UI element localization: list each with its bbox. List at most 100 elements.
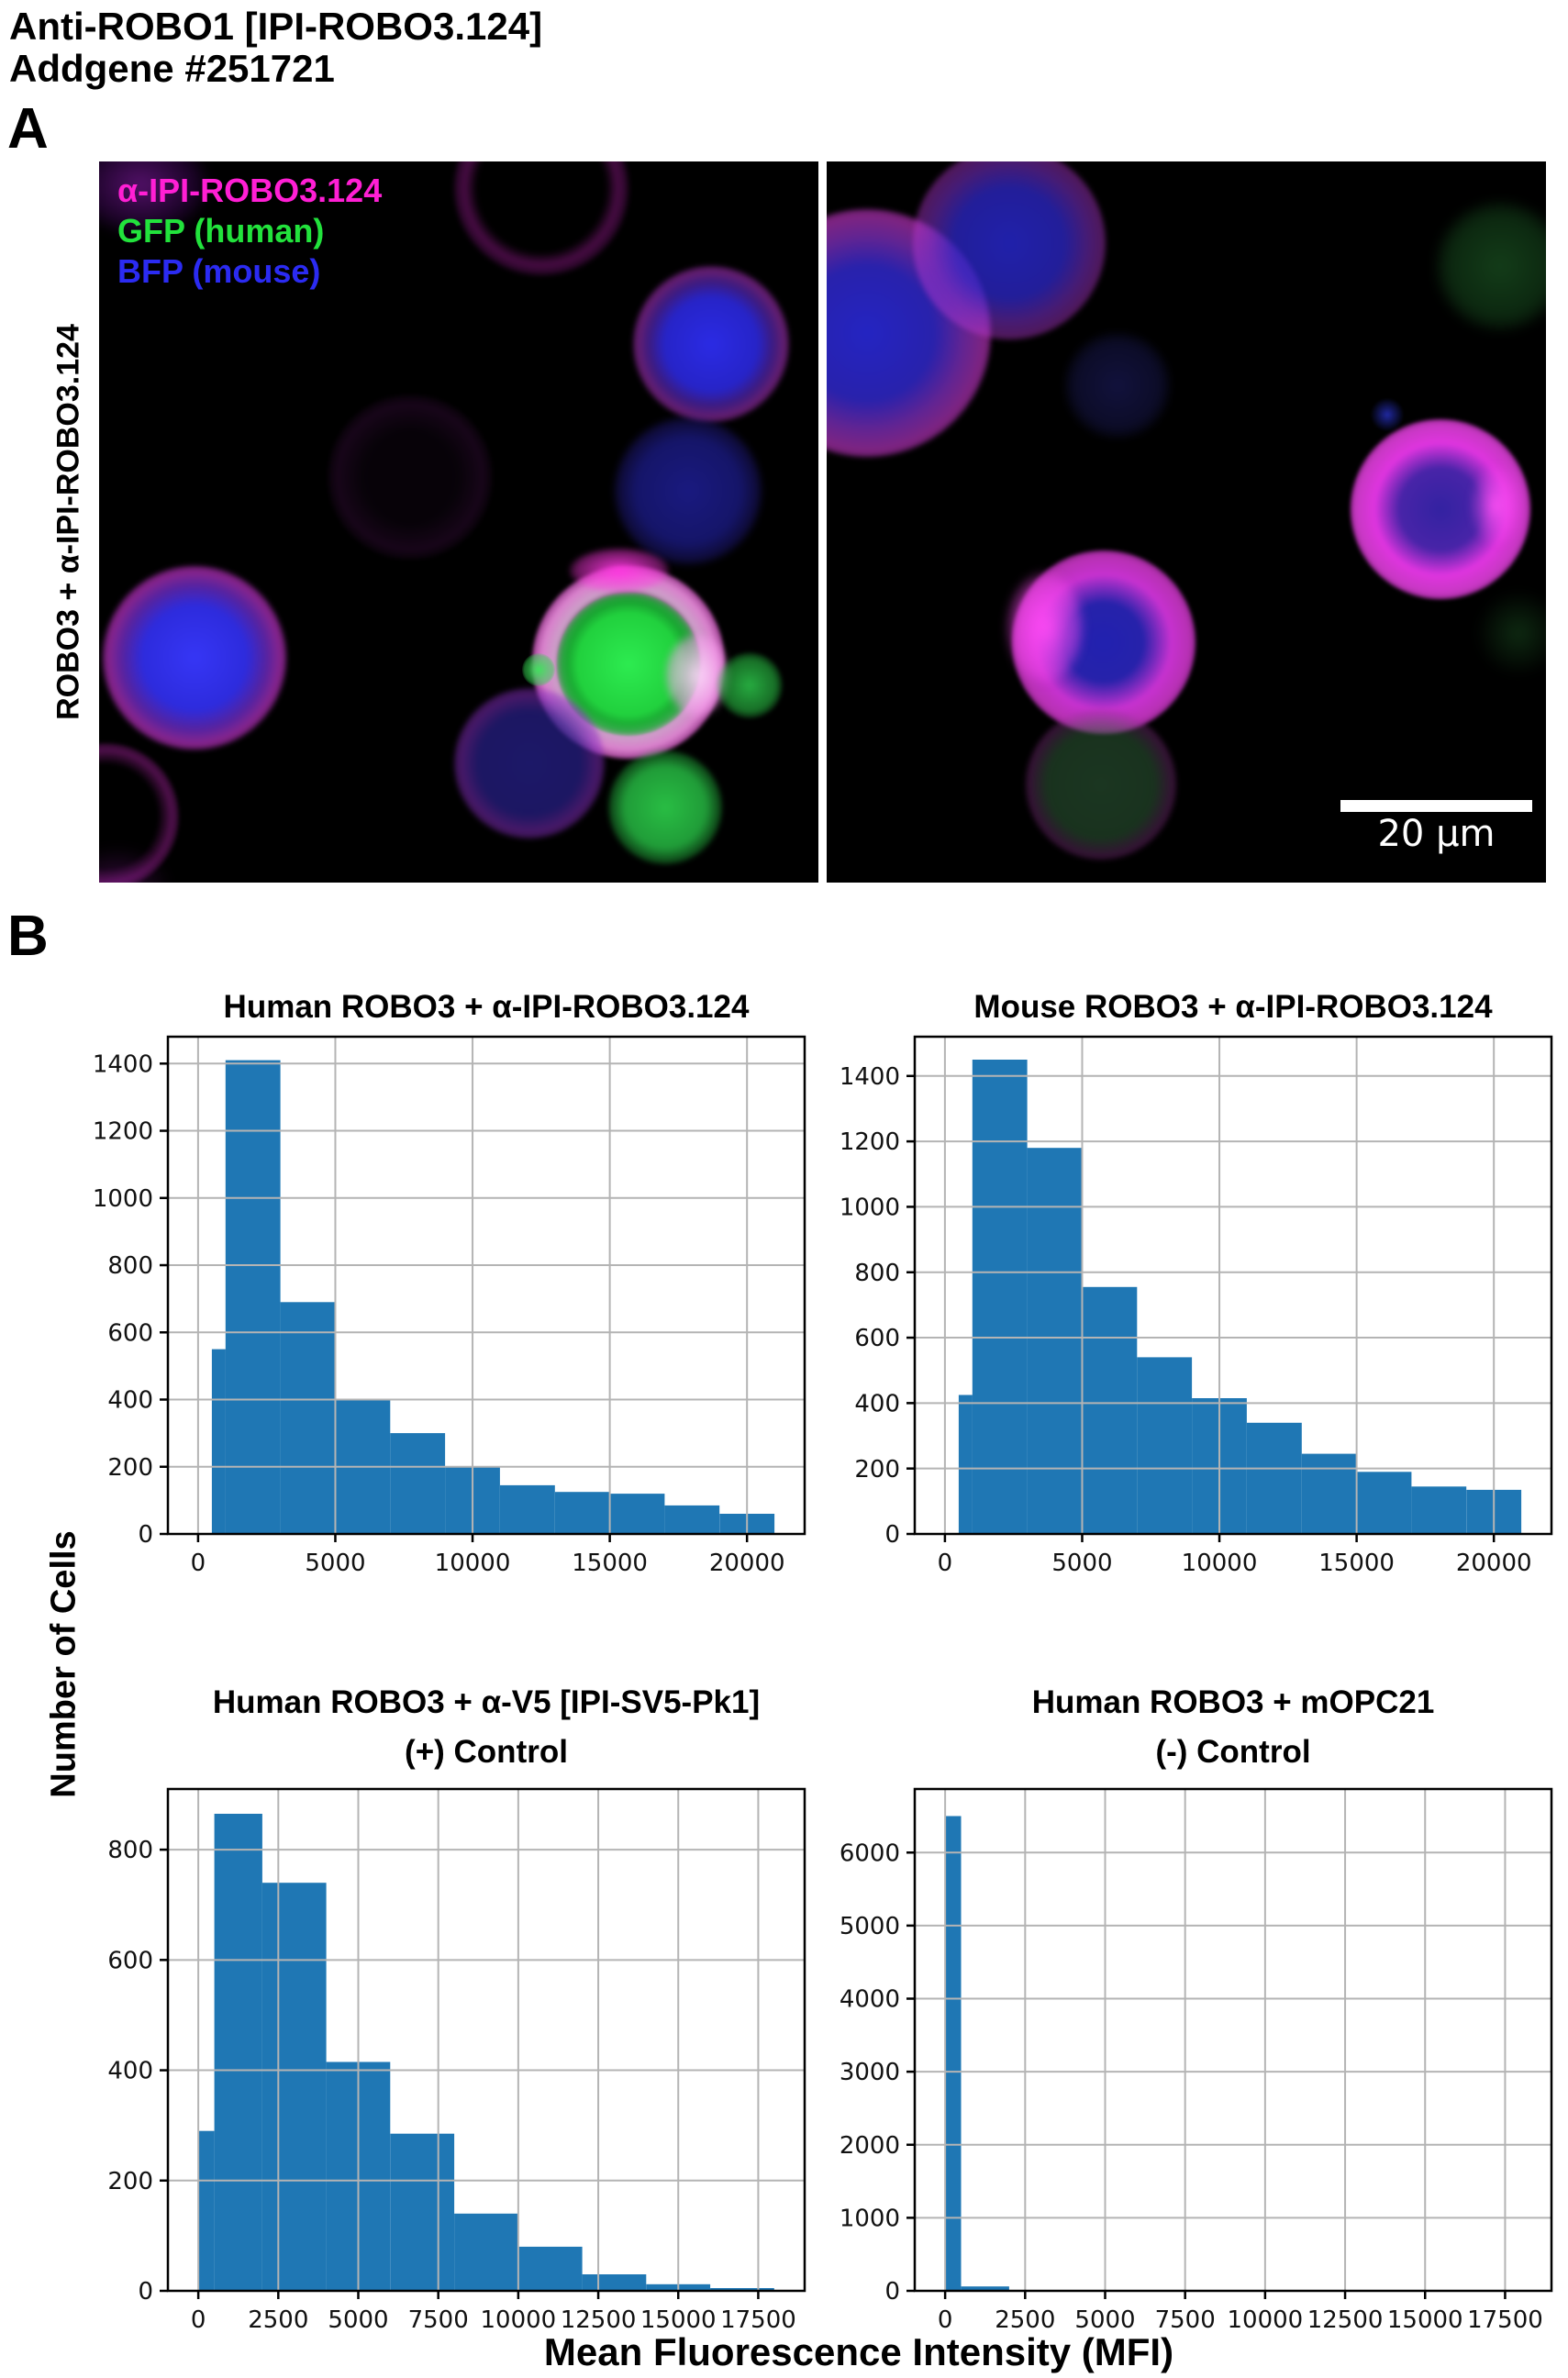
- svg-text:4000: 4000: [840, 1986, 900, 2014]
- svg-text:1200: 1200: [840, 1128, 900, 1156]
- svg-text:17500: 17500: [1467, 2306, 1543, 2334]
- svg-text:20000: 20000: [1456, 1550, 1532, 1577]
- svg-text:3000: 3000: [840, 2059, 900, 2086]
- svg-text:15000: 15000: [640, 2306, 717, 2334]
- panel-a-row-label: ROBO3 + α-IPI-ROBO3.124: [50, 324, 86, 720]
- svg-text:7500: 7500: [408, 2306, 469, 2334]
- chart-title: Human ROBO3 + mOPC21: [1031, 1684, 1435, 1720]
- figure-title-line1: Anti-ROBO1 [IPI-ROBO3.124]: [9, 5, 543, 48]
- histogram-positive-control: Human ROBO3 + α-V5 [IPI-SV5-Pk1] (+) Con…: [107, 1684, 806, 2334]
- scale-bar-label: 20 µm: [1377, 813, 1496, 855]
- cell-blob: [454, 161, 628, 275]
- svg-text:200: 200: [107, 1454, 153, 1482]
- histogram-plot: 0 5000 10000 15000 20000 0 200 400 600 800 1000 120…: [840, 1035, 1553, 1577]
- svg-text:600: 600: [107, 1319, 153, 1347]
- svg-text:1000: 1000: [93, 1185, 153, 1213]
- svg-text:1400: 1400: [93, 1050, 153, 1078]
- svg-text:1000: 1000: [840, 1195, 900, 1222]
- svg-text:5000: 5000: [1051, 1550, 1112, 1577]
- svg-text:0: 0: [138, 2278, 153, 2306]
- cell-green-dot: [522, 653, 555, 686]
- histogram-plot: 0 5000 10000 15000 20000 0 200 400 600 800 1000 120…: [93, 1035, 806, 1577]
- svg-text:12500: 12500: [561, 2306, 637, 2334]
- cell-magenta-hotspot: [1469, 464, 1524, 547]
- histogram-human-robo3-ipi: Human ROBO3 + α-IPI-ROBO3.124 0 5000 10000…: [93, 989, 806, 1577]
- cell-dim-green: [1026, 709, 1176, 860]
- figure-title-line2: Addgene #251721: [9, 47, 335, 90]
- microscopy-image-left: α-IPI-ROBO3.124 GFP (human) BFP (mouse): [99, 161, 818, 883]
- cell-magenta-hotspot: [1006, 572, 1084, 683]
- chart-subtitle: (-) Control: [1155, 1734, 1311, 1770]
- svg-text:6000: 6000: [840, 1839, 900, 1867]
- cell-dim-green-blob: [1436, 202, 1546, 330]
- svg-text:10000: 10000: [1182, 1550, 1258, 1577]
- svg-text:5000: 5000: [305, 1550, 365, 1577]
- histogram-plot: 0 2500 5000 7500 10000 12500 15000 17500 0 200 400…: [107, 1787, 806, 2334]
- image-legend: α-IPI-ROBO3.124 GFP (human) BFP (mouse): [117, 171, 382, 292]
- svg-text:20000: 20000: [709, 1550, 785, 1577]
- cell-blue-dot: [1371, 398, 1404, 431]
- cell-purple-dim: [454, 688, 605, 839]
- svg-text:200: 200: [107, 2168, 153, 2195]
- legend-bfp-mouse: BFP (mouse): [117, 252, 321, 290]
- svg-text:5000: 5000: [840, 1913, 900, 1940]
- svg-text:800: 800: [107, 1252, 153, 1280]
- svg-text:5000: 5000: [1074, 2306, 1135, 2334]
- svg-text:7500: 7500: [1155, 2306, 1216, 2334]
- svg-text:15000: 15000: [1318, 1550, 1395, 1577]
- cell-ghost-outline: [328, 394, 493, 560]
- histogram-mouse-robo3-ipi: Mouse ROBO3 + α-IPI-ROBO3.124 0 5000 10000…: [840, 989, 1553, 1577]
- cell-purple-top: [913, 161, 1106, 339]
- svg-text:15000: 15000: [1387, 2306, 1463, 2334]
- svg-text:0: 0: [938, 2306, 953, 2334]
- svg-text:1200: 1200: [93, 1118, 153, 1146]
- svg-text:10000: 10000: [435, 1550, 511, 1577]
- svg-text:0: 0: [884, 2278, 900, 2306]
- legend-gfp-human: GFP (human): [117, 212, 325, 250]
- svg-text:1400: 1400: [840, 1063, 900, 1091]
- panel-a-label: A: [7, 97, 49, 161]
- x-axis-label: Mean Fluorescence Intensity (MFI): [543, 2330, 1174, 2373]
- cell-green-blob: [608, 750, 722, 864]
- cell-green-blob: [717, 652, 783, 718]
- cell-faint-blue: [1064, 332, 1171, 439]
- svg-text:12500: 12500: [1307, 2306, 1384, 2334]
- svg-text:15000: 15000: [572, 1550, 648, 1577]
- svg-text:2500: 2500: [995, 2306, 1055, 2334]
- svg-text:10000: 10000: [481, 2306, 557, 2334]
- cell-magenta-cap: [569, 548, 670, 594]
- svg-text:0: 0: [938, 1550, 953, 1577]
- svg-text:2000: 2000: [840, 2132, 900, 2160]
- svg-text:5000: 5000: [328, 2306, 388, 2334]
- svg-text:800: 800: [854, 1260, 900, 1287]
- svg-text:17500: 17500: [720, 2306, 796, 2334]
- legend-antibody: α-IPI-ROBO3.124: [117, 172, 383, 209]
- svg-text:200: 200: [854, 1456, 900, 1483]
- cell-blue-mouse: [103, 566, 286, 750]
- svg-text:600: 600: [107, 1947, 153, 1974]
- chart-title: Human ROBO3 + α-V5 [IPI-SV5-Pk1]: [212, 1684, 761, 1720]
- svg-text:0: 0: [138, 1521, 153, 1549]
- y-axis-label: Number of Cells: [44, 1530, 83, 1798]
- cell-dim-green-blob: [1477, 592, 1546, 674]
- svg-text:0: 0: [191, 2306, 206, 2334]
- svg-text:400: 400: [107, 2058, 153, 2085]
- svg-text:800: 800: [107, 1837, 153, 1864]
- histogram-negative-control: Human ROBO3 + mOPC21 (-) Control 0 2500 50…: [840, 1684, 1553, 2334]
- svg-text:400: 400: [854, 1390, 900, 1417]
- cell-blue-mouse: [633, 266, 789, 422]
- chart-title: Mouse ROBO3 + α-IPI-ROBO3.124: [973, 989, 1493, 1025]
- svg-text:400: 400: [107, 1387, 153, 1415]
- svg-text:0: 0: [884, 1521, 900, 1549]
- panel-b-label: B: [7, 905, 49, 968]
- histogram-plot: 0 2500 5000 7500 10000 12500 15000 17500 0 1000 20…: [840, 1787, 1553, 2334]
- chart-subtitle: (+) Control: [405, 1734, 568, 1770]
- svg-text:2500: 2500: [248, 2306, 308, 2334]
- svg-text:10000: 10000: [1228, 2306, 1304, 2334]
- svg-text:1000: 1000: [840, 2205, 900, 2232]
- chart-title: Human ROBO3 + α-IPI-ROBO3.124: [223, 989, 750, 1025]
- microscopy-image-right: 20 µm: [827, 161, 1546, 883]
- cell-blue-dim: [615, 417, 762, 564]
- scale-bar: [1340, 800, 1532, 812]
